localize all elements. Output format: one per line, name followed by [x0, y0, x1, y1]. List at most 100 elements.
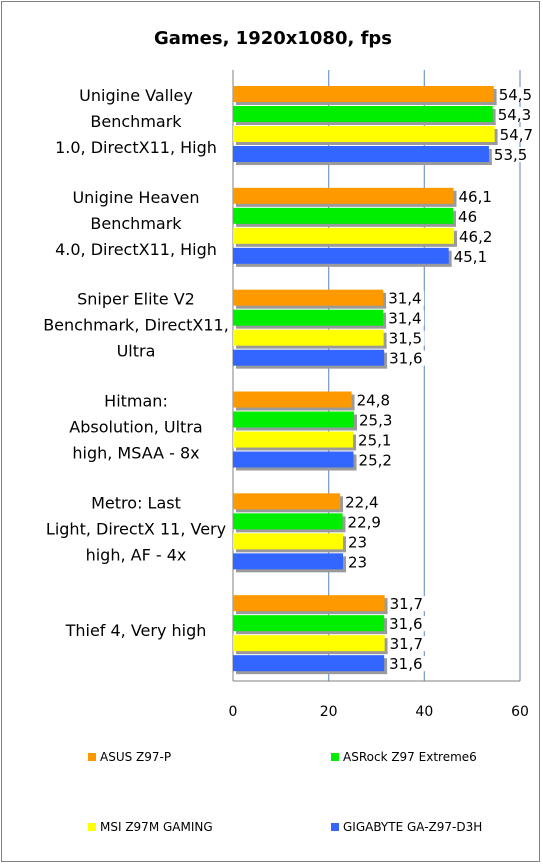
bar-1-3 — [233, 411, 355, 428]
bar-3-2 — [233, 349, 385, 366]
category-label: high, MSAA - 8x — [72, 443, 199, 462]
bars — [233, 86, 498, 675]
category-label: 4.0, DirectX11, High — [55, 240, 217, 259]
x-tick-label: 20 — [320, 704, 338, 720]
value-label-bg — [456, 228, 495, 244]
value-label-bg — [386, 330, 425, 346]
bar-1-4 — [233, 513, 343, 530]
bar-0-3 — [233, 391, 352, 408]
value-label-bg — [456, 188, 495, 204]
value-label: 54,3 — [498, 106, 531, 124]
value-label: 31,7 — [390, 595, 423, 613]
category-label: 1.0, DirectX11, High — [55, 138, 217, 157]
category-label: Benchmark — [90, 112, 182, 131]
value-label: 22,4 — [345, 493, 378, 511]
bar-2-5 — [233, 635, 385, 652]
bar-3-3 — [233, 451, 354, 468]
x-tick-label: 0 — [229, 704, 238, 720]
category-label: Benchmark — [90, 214, 182, 233]
value-label-bg — [346, 534, 385, 550]
value-label-bg — [496, 87, 535, 102]
value-label-bg — [387, 596, 426, 612]
value-label: 53,5 — [494, 146, 527, 164]
value-label-bg — [387, 656, 426, 672]
value-label-bg — [345, 514, 384, 530]
value-label: 54,5 — [499, 86, 532, 104]
bar-1-2 — [233, 309, 384, 326]
category-label: high, AF - 4x — [86, 545, 187, 564]
value-label: 54,7 — [500, 126, 533, 144]
category-labels: Unigine Valley Benchmark 1.0, DirectX11, H… — [43, 86, 229, 640]
bar-3-1 — [233, 247, 449, 264]
legend-label: ASRock Z97 Extreme6 — [343, 750, 477, 764]
x-tick-label: 60 — [511, 704, 529, 720]
value-label: 31,6 — [389, 615, 422, 633]
value-label: 25,2 — [359, 452, 392, 470]
grid-lines — [232, 70, 521, 682]
bar-1-0 — [233, 106, 493, 122]
value-label: 25,3 — [359, 412, 392, 430]
bar-0-1 — [233, 187, 454, 204]
bar-2-0 — [233, 126, 495, 142]
value-label: 31,5 — [389, 330, 422, 348]
bar-1-5 — [233, 615, 385, 632]
value-label-bg — [491, 147, 530, 162]
value-label: 46 — [458, 208, 477, 226]
bar-0-2 — [233, 289, 384, 306]
legend-swatch — [331, 823, 339, 831]
bar-3-5 — [233, 655, 385, 672]
legend-label: GIGABYTE GA-Z97-D3H — [343, 820, 482, 834]
chart-title: Games, 1920x1080, fps — [154, 28, 392, 49]
value-label-bg — [357, 412, 396, 428]
value-label: 31,4 — [388, 310, 421, 328]
bar-3-4 — [233, 553, 344, 570]
value-label: 24,8 — [357, 392, 390, 410]
category-label: Hitman: — [104, 391, 168, 410]
category-label: Unigine Heaven — [72, 188, 199, 207]
value-label-bg — [456, 208, 495, 224]
category-label: Ultra — [117, 342, 156, 361]
bar-2-4 — [233, 533, 344, 550]
value-label-bg — [451, 248, 490, 264]
value-label-bg — [387, 350, 426, 366]
value-label: 22,9 — [348, 513, 381, 531]
value-label: 46,1 — [459, 188, 492, 206]
category-label: Absolution, Ultra — [69, 417, 202, 436]
legend-swatch — [88, 753, 96, 761]
value-label-bg — [386, 310, 425, 326]
value-label-bg — [356, 452, 395, 468]
value-label-bg — [386, 290, 425, 306]
bar-0-5 — [233, 595, 385, 612]
legend-swatch — [88, 823, 96, 831]
bar-3-0 — [233, 146, 489, 162]
category-label: Metro: Last — [91, 493, 181, 512]
value-label-bg — [387, 636, 426, 652]
category-label: Benchmark, DirectX11, — [43, 316, 229, 335]
legend: ASUS Z97-P ASRock Z97 Extreme6 MSI Z97M GA… — [88, 750, 482, 834]
x-axis-ticks: 0 20 40 60 — [229, 704, 529, 720]
value-label: 31,4 — [388, 290, 421, 308]
bar-0-4 — [233, 493, 341, 510]
value-label: 45,1 — [454, 248, 487, 266]
value-label: 31,6 — [389, 655, 422, 673]
legend-label: MSI Z97M GAMING — [100, 820, 213, 834]
value-label-bg — [495, 107, 534, 122]
value-label: 31,7 — [390, 635, 423, 653]
category-label: Unigine Valley — [79, 86, 193, 105]
bar-2-2 — [233, 329, 384, 346]
category-label: Thief 4, Very high — [65, 621, 207, 640]
bar-2-1 — [233, 227, 454, 244]
value-label-bg — [343, 494, 382, 510]
x-tick-label: 40 — [415, 704, 433, 720]
value-label: 23 — [348, 533, 367, 551]
value-label-bg — [346, 554, 385, 570]
value-label: 23 — [348, 553, 367, 571]
value-label: 31,6 — [389, 350, 422, 368]
value-label-bg — [354, 392, 393, 408]
value-label: 25,1 — [358, 432, 391, 450]
bar-1-1 — [233, 207, 454, 224]
value-labels: 54,5 54,3 54,7 53,5 46,1 46 46,2 45,1 31,4 31,4 31… — [343, 86, 536, 673]
legend-label: ASUS Z97-P — [100, 750, 171, 764]
value-label-bg — [387, 616, 426, 632]
